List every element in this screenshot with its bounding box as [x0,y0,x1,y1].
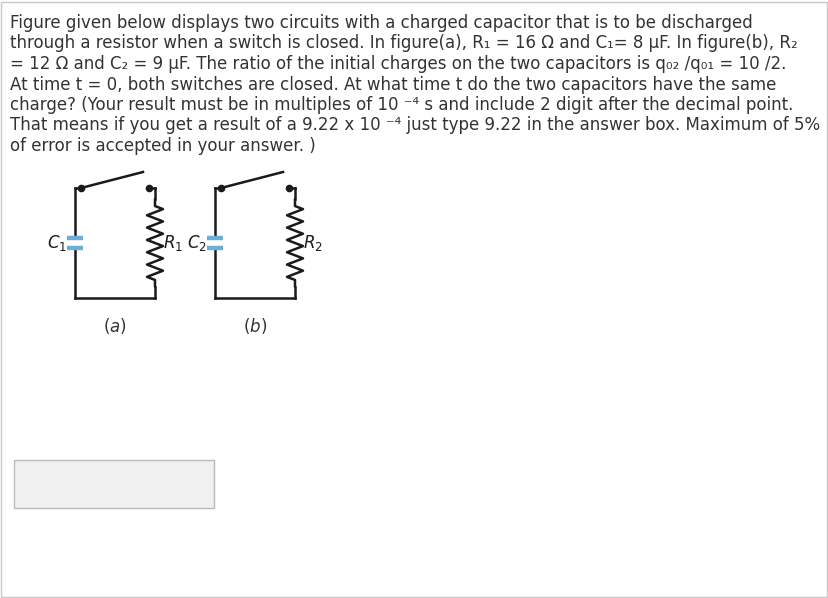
FancyBboxPatch shape [14,460,214,508]
Text: = 12 Ω and C₂ = 9 µF. The ratio of the initial charges on the two capacitors is : = 12 Ω and C₂ = 9 µF. The ratio of the i… [10,55,786,73]
Text: $(b)$: $(b)$ [243,316,267,336]
Text: $(a)$: $(a)$ [103,316,127,336]
Text: $R_1$: $R_1$ [163,233,183,253]
Text: That means if you get a result of a 9.22 x 10 ⁻⁴ just type 9.22 in the answer bo: That means if you get a result of a 9.22… [10,117,819,135]
Text: At time t = 0, both switches are closed. At what time t do the two capacitors ha: At time t = 0, both switches are closed.… [10,75,776,93]
Text: $R_2$: $R_2$ [303,233,322,253]
Text: of error is accepted in your answer. ): of error is accepted in your answer. ) [10,137,315,155]
Text: $C_2$: $C_2$ [187,233,207,253]
Text: $C_1$: $C_1$ [47,233,67,253]
Text: charge? (Your result must be in multiples of 10 ⁻⁴ s and include 2 digit after t: charge? (Your result must be in multiple… [10,96,792,114]
Text: Figure given below displays two circuits with a charged capacitor that is to be : Figure given below displays two circuits… [10,14,752,32]
Text: through a resistor when a switch is closed. In figure(a), R₁ = 16 Ω and C₁= 8 µF: through a resistor when a switch is clos… [10,35,797,53]
